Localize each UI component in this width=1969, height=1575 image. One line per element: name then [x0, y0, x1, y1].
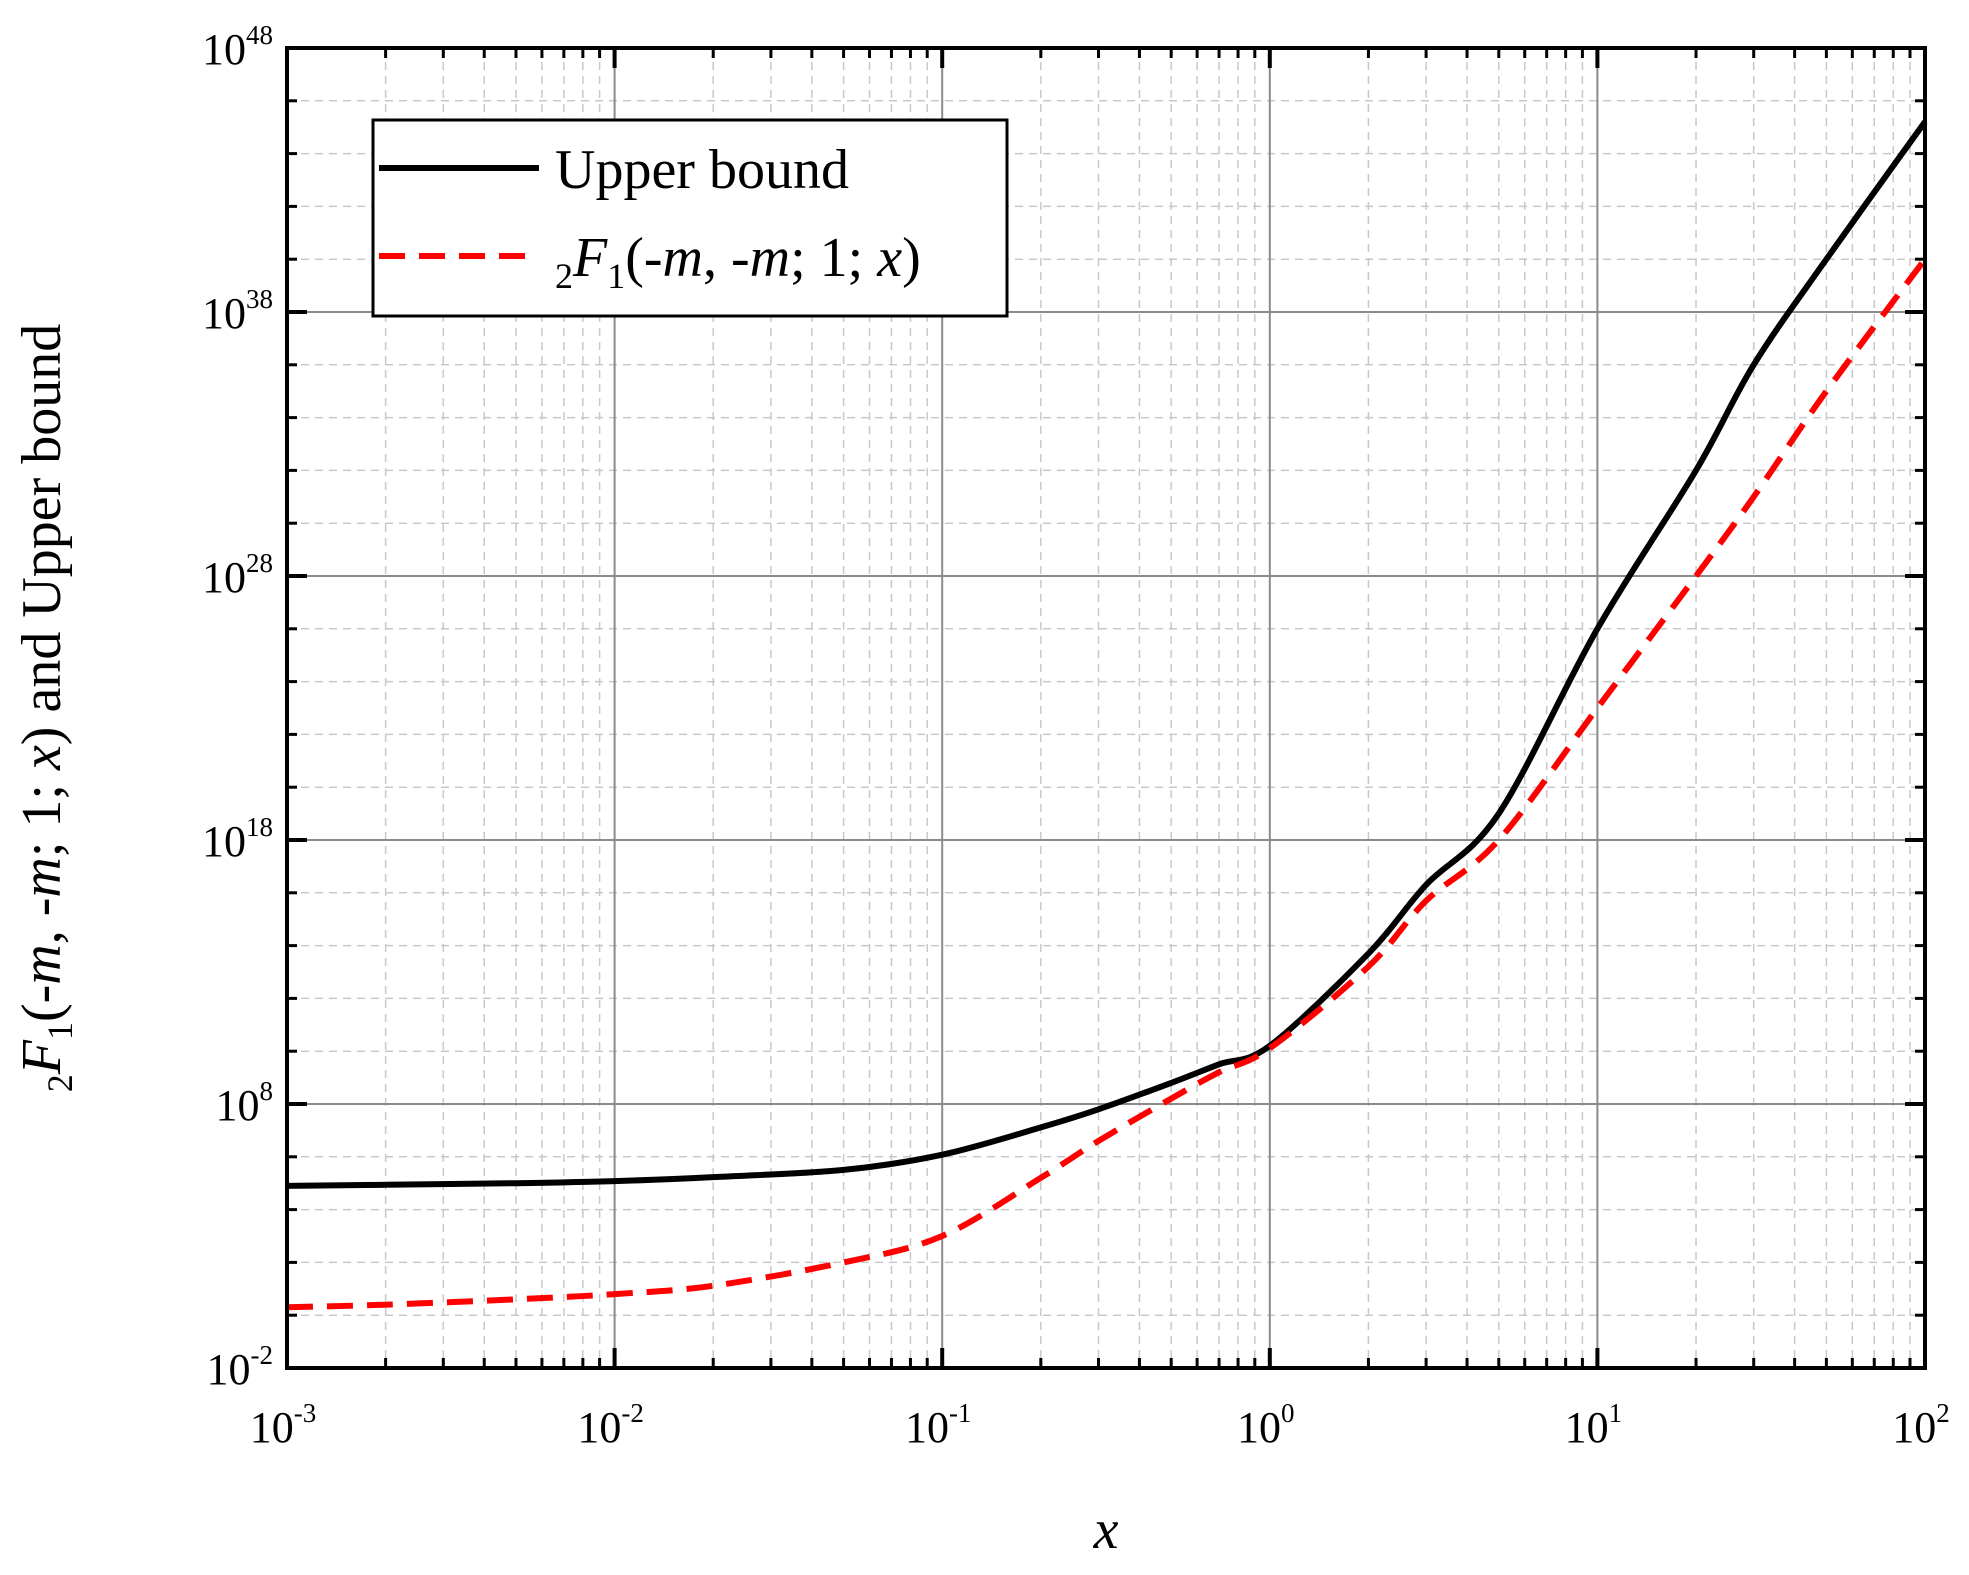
x-tick-labels: 10-3 10-2 10-1 100 101 102 — [250, 1398, 1950, 1452]
y-tick-label: 10-2 — [207, 1340, 274, 1394]
y-tick-label: 1038 — [202, 284, 273, 338]
x-tick-base: 10 — [577, 1403, 621, 1452]
x-tick-base: 10 — [905, 1403, 949, 1452]
x-tick-label: 101 — [1565, 1398, 1623, 1452]
x-tick-exponent: -3 — [294, 1398, 317, 1428]
x-tick-label: 100 — [1237, 1398, 1295, 1452]
y-tick-base: 10 — [216, 1081, 260, 1130]
legend-label-upper-bound: Upper bound — [555, 139, 849, 201]
series-layer — [286, 120, 1928, 1311]
x-axis-title: x — [1093, 1499, 1119, 1561]
legend-x: x — [876, 227, 902, 289]
legend: Upper bound 2F1(-m, -m; 1; x) — [371, 118, 1009, 318]
y-tick-base: 10 — [207, 1345, 251, 1394]
legend-comma: , - — [703, 227, 750, 289]
legend-F: F — [572, 227, 608, 289]
y-axis-title: 2F1(-m, -m; 1; x) and Upper bound — [11, 324, 80, 1093]
y-tick-base: 10 — [202, 289, 246, 338]
legend-semi: ; 1; — [790, 227, 877, 289]
y-title-m1: m — [11, 944, 73, 984]
legend-m2: m — [750, 227, 790, 289]
x-tick-exponent: -1 — [949, 1398, 972, 1428]
x-tick-label: 10-2 — [577, 1398, 644, 1452]
legend-sub-left: 2 — [555, 256, 573, 296]
series-hypergeometric — [286, 257, 1928, 1311]
legend-close: ) — [902, 227, 921, 289]
y-title-tail: ) and Upper bound — [11, 324, 73, 745]
x-tick-exponent: 0 — [1281, 1398, 1295, 1428]
x-tick-exponent: -2 — [621, 1398, 644, 1428]
y-tick-base: 10 — [202, 553, 246, 602]
legend-m1: m — [663, 227, 703, 289]
y-title-sub-right: 1 — [40, 1022, 80, 1040]
x-tick-exponent: 1 — [1609, 1398, 1623, 1428]
y-tick-exponent: 38 — [246, 284, 273, 314]
y-tick-exponent: 48 — [246, 20, 273, 50]
y-tick-label: 108 — [216, 1076, 274, 1130]
minor-grid — [287, 48, 1925, 1368]
x-tick-base: 10 — [250, 1403, 294, 1452]
legend-box — [371, 118, 1009, 318]
y-title-F: F — [11, 1039, 73, 1075]
y-title-comma: , - — [11, 898, 73, 945]
y-title-x: x — [11, 745, 73, 771]
y-tick-label: 1018 — [202, 812, 273, 866]
y-tick-label: 1028 — [202, 548, 273, 602]
y-tick-base: 10 — [202, 817, 246, 866]
y-tick-label: 1048 — [202, 20, 273, 74]
y-title-sub-left: 2 — [40, 1074, 80, 1092]
x-tick-base: 10 — [1565, 1403, 1609, 1452]
y-tick-exponent: 8 — [260, 1076, 274, 1106]
series-upper-bound — [286, 120, 1928, 1189]
x-tick-base: 10 — [1892, 1403, 1936, 1452]
x-tick-label: 102 — [1892, 1398, 1950, 1452]
y-tick-exponent: 28 — [246, 548, 273, 578]
legend-sub-right: 1 — [607, 256, 625, 296]
y-tick-exponent: -2 — [251, 1340, 274, 1370]
y-tick-base: 10 — [202, 25, 246, 74]
y-tick-exponent: 18 — [246, 812, 273, 842]
legend-args-lead: (- — [625, 227, 662, 289]
y-title-m2: m — [11, 857, 73, 897]
y-title-semi: ; 1; — [11, 770, 73, 857]
x-tick-label: 10-1 — [905, 1398, 972, 1452]
x-tick-exponent: 2 — [1936, 1398, 1950, 1428]
y-title-args-lead: (- — [11, 985, 73, 1022]
x-tick-label: 10-3 — [250, 1398, 317, 1452]
plot-frame — [285, 46, 1927, 1370]
x-tick-base: 10 — [1237, 1403, 1281, 1452]
legend-label-hypergeometric: 2F1(-m, -m; 1; x) — [555, 227, 921, 296]
